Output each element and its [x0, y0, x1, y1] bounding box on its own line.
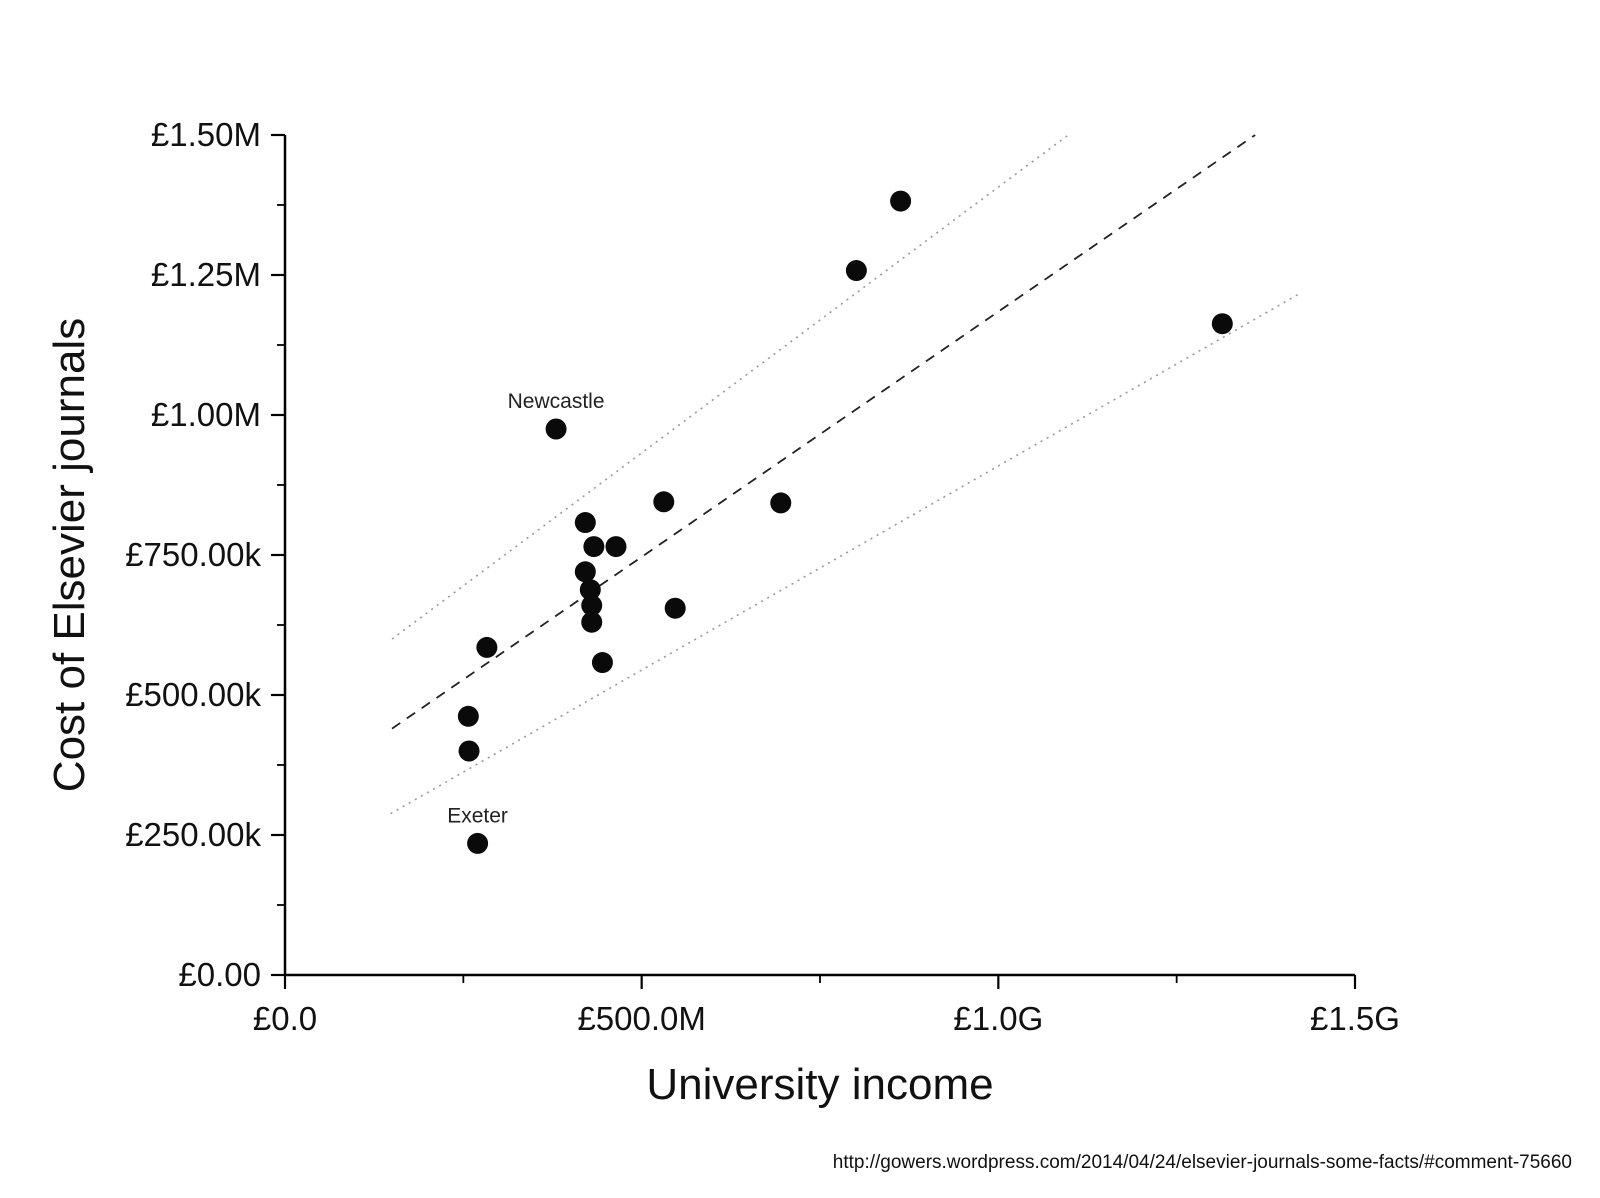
data-point-label: Newcastle: [508, 390, 605, 413]
x-tick-label: £1.0G: [953, 1000, 1043, 1037]
data-point: [574, 512, 596, 534]
y-tick-label: £1.00M: [151, 396, 261, 433]
data-point: [591, 652, 613, 674]
data-point: [476, 636, 498, 658]
data-point: [890, 190, 912, 212]
data-point: [581, 611, 603, 633]
source-url: http://gowers.wordpress.com/2014/04/24/e…: [832, 1152, 1572, 1173]
y-tick-label: £1.25M: [151, 256, 261, 293]
data-point: [770, 492, 792, 514]
y-tick-label: £500.00k: [125, 676, 261, 713]
y-tick-label: £750.00k: [125, 536, 261, 573]
data-point-label: Exeter: [447, 804, 508, 827]
data-point: [579, 579, 601, 601]
data-point: [664, 597, 686, 619]
y-tick-label: £250.00k: [125, 816, 261, 853]
x-axis-title: University income: [646, 1060, 994, 1109]
data-point: [583, 536, 605, 558]
data-point: [457, 705, 479, 727]
x-tick-label: £0.0: [253, 1000, 317, 1037]
y-axis-title: Cost of Elsevier journals: [45, 317, 94, 793]
regression-line: [391, 134, 1256, 730]
lower-confidence-line: [390, 292, 1302, 815]
y-tick-label: £0.00: [178, 956, 261, 993]
data-point: [653, 491, 675, 513]
data-point: [581, 594, 603, 616]
data-point: [845, 260, 867, 282]
data-point: [458, 740, 480, 762]
data-point: [605, 536, 627, 558]
x-tick-label: £500.0M: [577, 1000, 705, 1037]
x-tick-label: £1.5G: [1310, 1000, 1400, 1037]
upper-confidence-line: [391, 134, 1069, 640]
data-point: [467, 832, 489, 854]
data-point: [574, 561, 596, 583]
y-tick-label: £1.50M: [151, 116, 261, 153]
data-point: [545, 418, 567, 440]
data-point: [1211, 313, 1233, 335]
